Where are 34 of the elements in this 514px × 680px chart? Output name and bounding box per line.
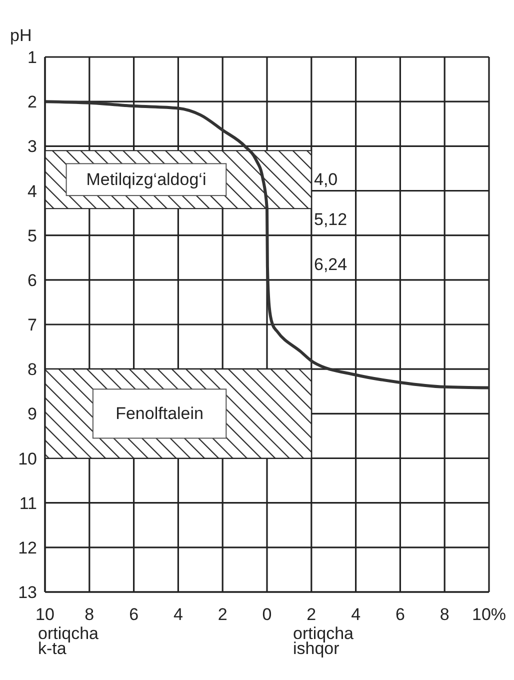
y-tick-label: 9 [28,404,37,424]
y-tick-label: 11 [19,494,37,513]
hatched-region: Metilqizg‘aldog‘i [44,150,312,210]
x-tick-label: 6 [395,605,405,624]
y-tick-label: 7 [28,316,37,335]
annotation: 4,0 [314,170,338,189]
y-tick-label: 3 [28,137,37,156]
y-tick-label: 6 [28,270,37,290]
x-tick-label: 8 [84,605,94,624]
y-tick-label: 5 [28,226,37,246]
x-tick-label: 0 [262,605,272,624]
band-label: Metilqizg‘aldog‘i [86,170,206,190]
y-tick-label: 2 [28,92,37,112]
x-tick-label: 2 [218,605,228,624]
x-tick-label: 6 [129,605,139,624]
text: ortiqcha ishqor [293,624,354,658]
y-tick-label: 8 [28,360,37,380]
y-tick-label: 10 [18,449,37,468]
annotation: 6,24 [314,255,348,274]
x-tick-label: 8 [440,605,450,624]
annotation: 5,12 [314,210,348,229]
y-tick-label: 1 [28,48,37,68]
y-tick-label: 12 [18,538,37,558]
x-tick-label: 10% [472,605,506,624]
y-tick-label: 13 [18,583,37,602]
x-tick-label: 2 [306,605,316,624]
line-series [45,100,489,390]
hatched-region: Fenolftalein [44,368,312,459]
text: ortiqcha k-ta [38,624,98,658]
x-tick-label: 4 [173,605,183,624]
band-label: Fenolftalein [116,404,204,424]
y-tick-label: 4 [28,182,37,201]
y-axis-title: pH [10,26,32,46]
x-tick-label: 4 [351,605,361,624]
